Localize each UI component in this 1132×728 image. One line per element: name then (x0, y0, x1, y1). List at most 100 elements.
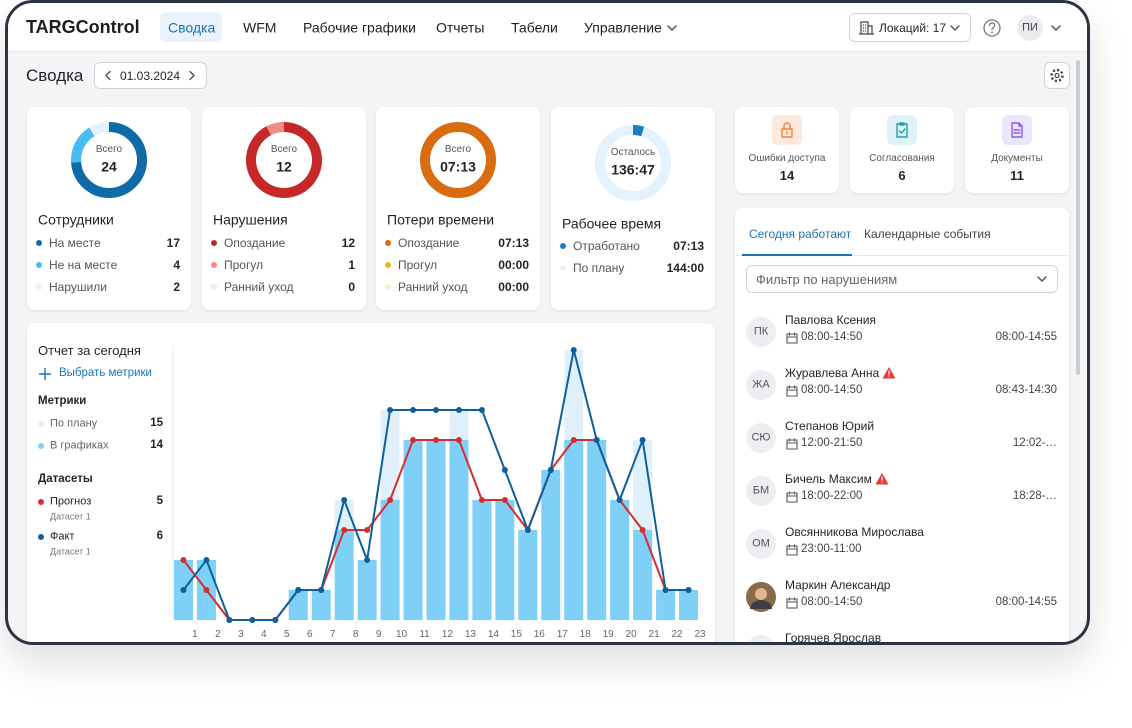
x-tick-label: 7 (329, 629, 336, 640)
calendar-icon (786, 491, 798, 503)
x-tick-label: 12 (441, 629, 454, 640)
donut-segment (595, 125, 671, 201)
scrollbar (1076, 60, 1080, 375)
avatar-initials: ГЯ (754, 643, 768, 645)
line-point (433, 437, 439, 443)
line-point (203, 587, 210, 593)
person-name[interactable]: Павлова Ксения (785, 312, 876, 327)
legend-dot (385, 284, 391, 290)
nav-item[interactable]: Сводка (168, 19, 216, 36)
legend-dot (36, 240, 42, 246)
nav-item[interactable]: Табели (511, 19, 558, 36)
donut-center-value: 24 (101, 158, 117, 175)
x-tick-label: 11 (419, 629, 430, 640)
x-tick-label: 4 (261, 629, 267, 640)
legend-dot (211, 240, 217, 246)
x-tick-label: 1 (192, 629, 198, 640)
donut-center-label: Всего (95, 144, 123, 155)
x-tick-label: 3 (238, 629, 244, 640)
donut-segment (266, 122, 285, 136)
nav-item[interactable]: Отчеты (436, 19, 485, 36)
counter-label: Согласования (869, 153, 935, 164)
help-icon (983, 19, 1001, 37)
line-point (478, 407, 485, 413)
line-point (249, 617, 256, 623)
legend-label[interactable]: В графиках (50, 439, 109, 452)
person-name[interactable]: Степанов Юрий (785, 418, 875, 433)
legend-dataset: Датасет 1 (50, 511, 91, 522)
donut-center-value: 136:47 (611, 161, 655, 178)
calendar-icon (786, 332, 798, 344)
nav-item[interactable]: Управление (584, 19, 662, 36)
legend-dot (560, 243, 566, 249)
line-point (364, 557, 371, 563)
bar (541, 470, 561, 620)
chevron-icon (1051, 25, 1061, 31)
counter-label: Ошибки доступа (748, 153, 826, 164)
logo: TARGControl (26, 17, 140, 38)
bar (518, 530, 538, 620)
tab[interactable]: Календарные события (864, 226, 991, 241)
person-name[interactable]: Бичель Максим (785, 471, 872, 486)
actual-time: 12:02-… (1012, 437, 1057, 450)
date-picker[interactable] (94, 62, 207, 89)
person-name[interactable]: Маркин Александр (785, 577, 891, 592)
person-name[interactable]: Горячев Ярослав (785, 630, 882, 645)
select-metrics[interactable]: Выбрать метрики (59, 367, 152, 380)
texts: TARGControl Сводка WFM Рабочие графики Отчет… (8, 3, 1087, 645)
legend-label[interactable]: Факт (50, 530, 75, 543)
actual-time: 18:28-… (1012, 490, 1057, 503)
chart-title: Отчет за сегодня (38, 343, 141, 359)
planned-time: 08:00-14:50 (801, 384, 863, 397)
card-title: Потери времени (387, 211, 495, 228)
chevron-icon (950, 25, 960, 31)
tab-active[interactable]: Сегодня работают (749, 226, 852, 241)
avatar-photo-face (755, 588, 767, 600)
counter-value: 14 (779, 168, 795, 184)
locations-button[interactable] (849, 13, 971, 42)
summary-card (27, 107, 191, 310)
calendar-icon (786, 544, 798, 556)
row-label: Прогул (224, 257, 264, 272)
bar (495, 500, 515, 620)
bar (564, 440, 584, 620)
line-point (455, 437, 462, 443)
settings-button[interactable] (1044, 62, 1070, 89)
bar (403, 440, 423, 620)
x-tick-label: 8 (352, 629, 359, 640)
legend-label[interactable]: Прогноз (50, 495, 92, 508)
donut-center-label: Осталось (610, 147, 656, 158)
calendar-icon (786, 438, 798, 450)
planned-time: 18:00-22:00 (801, 490, 863, 503)
help-icon-mark (988, 22, 996, 31)
bar (633, 530, 653, 620)
x-tick-label: 9 (375, 629, 382, 640)
line-point (639, 527, 646, 533)
nav-item[interactable]: WFM (243, 19, 277, 36)
legend-dot (211, 262, 217, 268)
nav-item[interactable]: Рабочие графики (303, 19, 416, 36)
tab-underline (742, 254, 852, 256)
line-point (547, 467, 554, 473)
line-point (478, 497, 485, 503)
x-tick-label: 21 (648, 629, 660, 640)
person-name[interactable]: Журавлева Анна (785, 365, 880, 380)
tabs-divider (735, 255, 1069, 256)
avatar (746, 423, 776, 453)
counter-icon-bg (772, 115, 802, 145)
x-tick-label: 18 (579, 629, 591, 640)
donut-segment (71, 122, 147, 198)
metrics-title: Метрики (38, 395, 87, 408)
line-point (524, 527, 531, 533)
row-value: 07:13 (498, 235, 529, 250)
legend-dot (211, 284, 217, 290)
legend-count: 6 (156, 530, 163, 543)
filter-select[interactable] (746, 265, 1058, 293)
chevron-icon (1037, 276, 1047, 282)
legend-label[interactable]: По плану (50, 417, 98, 430)
x-tick-label: 14 (487, 629, 499, 640)
counter-value: 11 (1010, 168, 1024, 184)
user-initials[interactable]: ПИ (1022, 21, 1038, 34)
person-name[interactable]: Овсянникова Мирослава (785, 524, 924, 539)
line-point (387, 407, 394, 413)
